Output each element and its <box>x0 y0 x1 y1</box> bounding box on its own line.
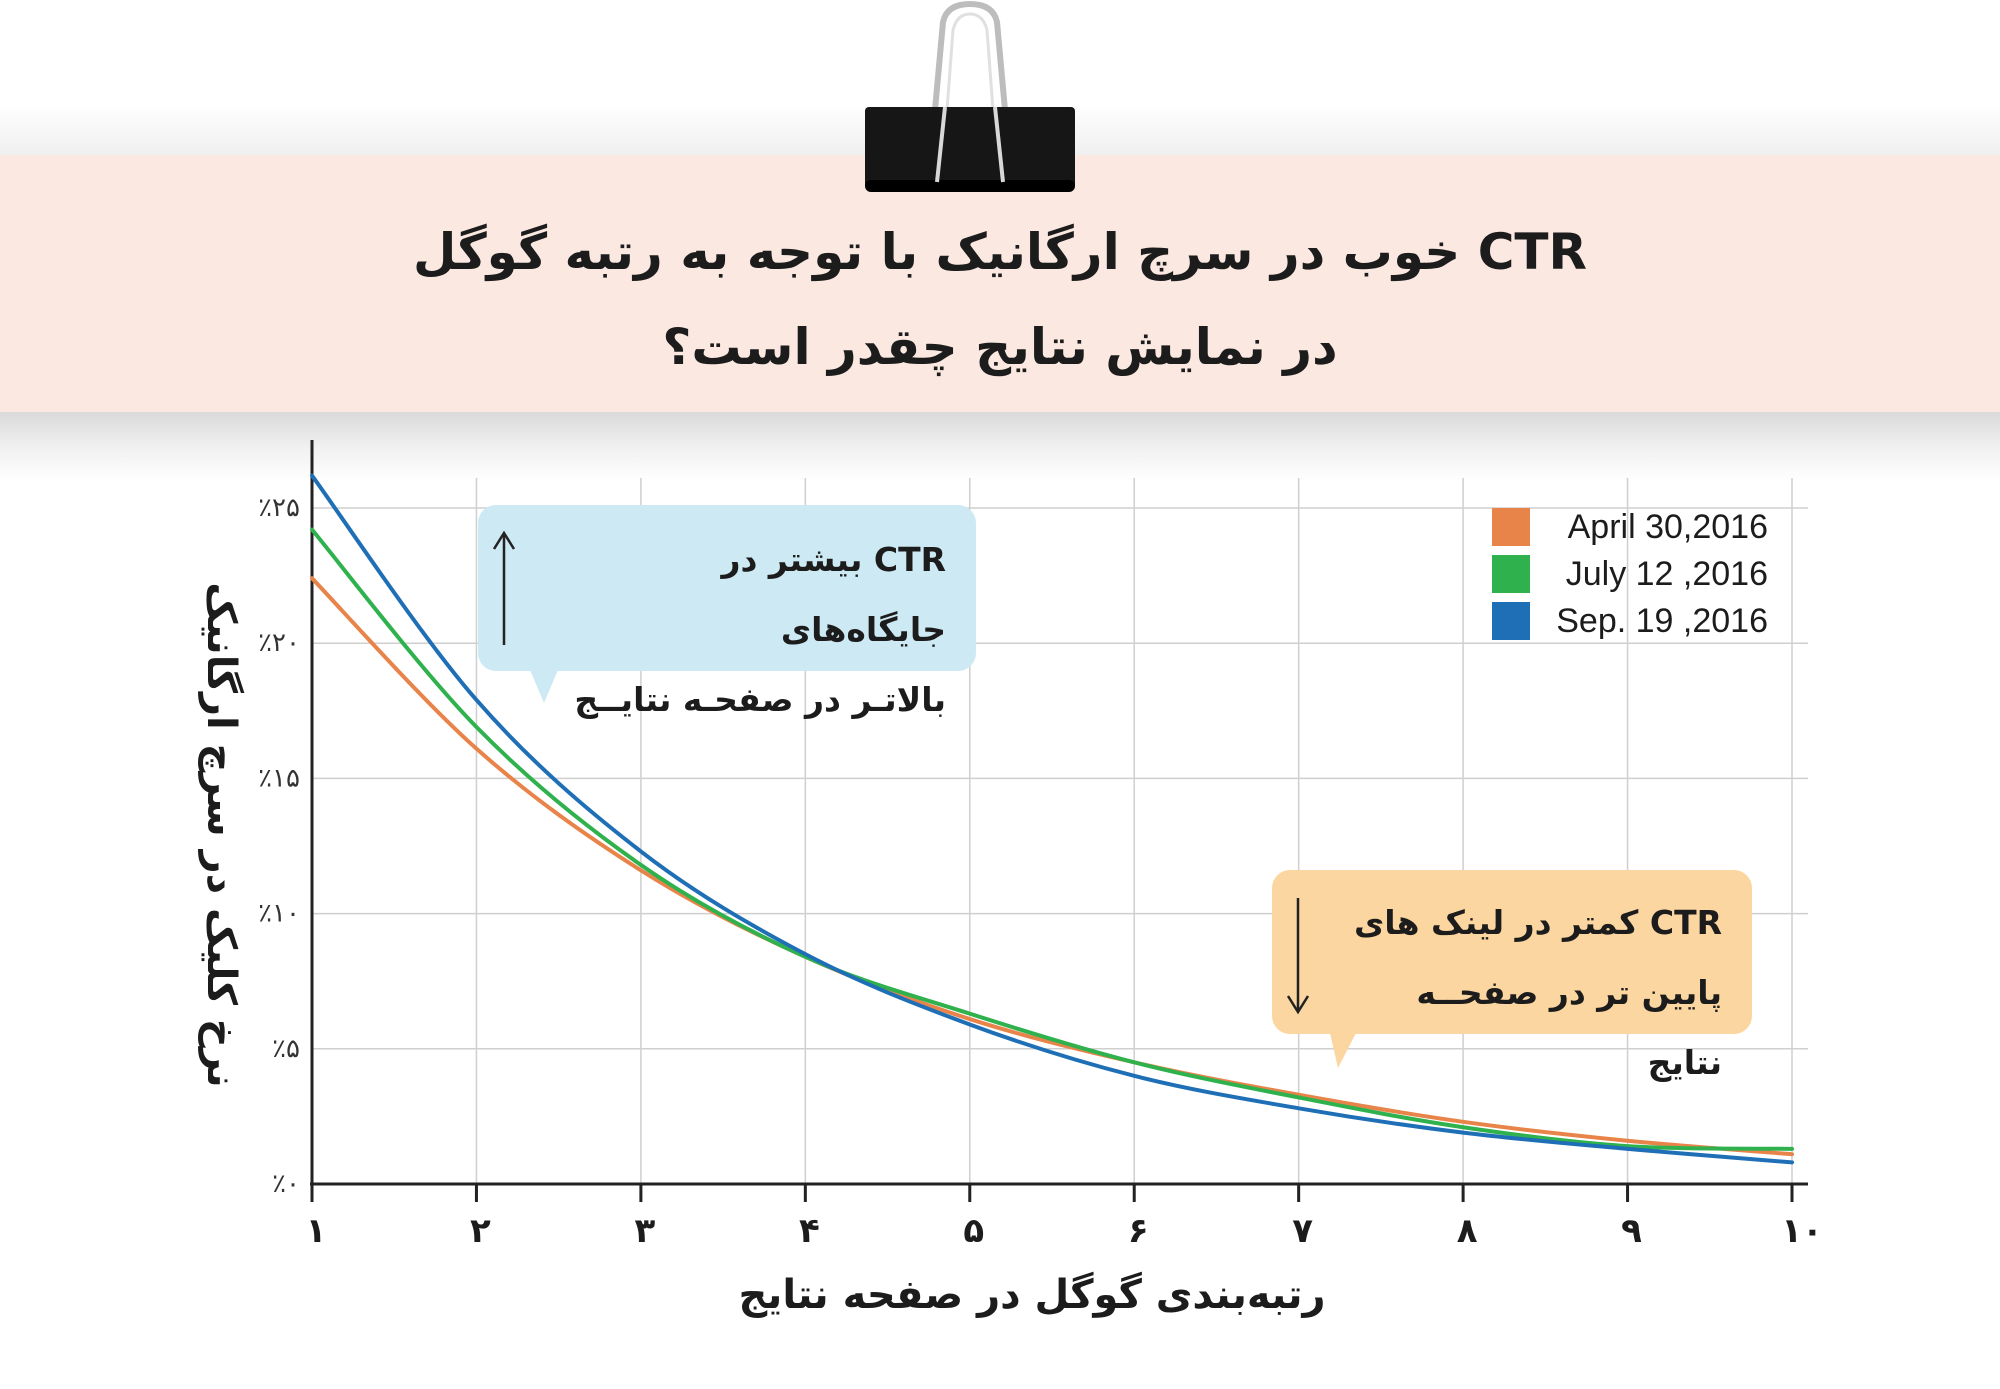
x-tick-label: ۷ <box>1292 1211 1313 1251</box>
legend-swatch <box>1492 555 1530 593</box>
series-line <box>310 473 1794 1165</box>
title-line-1: CTR خوب در سرچ ارگانیک با توجه به رتبه گ… <box>412 223 1588 281</box>
x-axis-title: رتبه‌بندی گوگل در صفحه نتایج <box>738 1271 1325 1318</box>
x-tick-label: ۲ <box>470 1211 491 1251</box>
legend: April 30,2016 July 12 ,2016 Sep. 19 ,2016 <box>1492 508 1768 640</box>
callout-higher-ctr: CTR بیشتر در جایگاه‌های بالاتـر در صفحـه… <box>478 505 976 719</box>
x-tick-label: ۸ <box>1457 1211 1478 1251</box>
x-tick-label: ۳ <box>635 1211 656 1251</box>
legend-swatch <box>1492 602 1530 640</box>
page-title: CTR خوب در سرچ ارگانیک با توجه به رتبه گ… <box>0 205 2000 395</box>
y-tick-label: ٪۲۰ <box>258 628 300 658</box>
callout-lower-ctr-line-2: پایین تر در صفحــه نتایج <box>1416 973 1722 1082</box>
y-tick-label: ٪۰ <box>272 1169 300 1199</box>
binder-clip-icon <box>865 0 1075 192</box>
callout-lower-ctr-decor <box>1286 898 1356 1068</box>
legend-swatch <box>1492 508 1530 546</box>
callout-higher-ctr-pointer <box>530 670 558 703</box>
callout-higher-ctr-decor <box>492 530 558 703</box>
x-tick-label: ۹ <box>1621 1211 1642 1251</box>
y-tick-label: ٪۲۵ <box>258 493 300 523</box>
series-line <box>310 576 1794 1157</box>
series-line <box>310 527 1794 1151</box>
legend-label: April 30,2016 <box>1568 508 1768 546</box>
y-axis-title: نرخ کلیک در سرچ ارگانیک <box>198 582 245 1087</box>
callout-lower-ctr-line-1: CTR کمتر در لینک های <box>1354 903 1722 942</box>
y-tick-label: ٪۵ <box>272 1034 300 1064</box>
x-tick-label: ۱ <box>306 1211 327 1251</box>
title-line-2: در نمایش نتایج چقدر است؟ <box>662 318 1338 376</box>
x-tick-label: ۱۰ <box>1781 1211 1823 1251</box>
callout-lower-ctr: CTR کمتر در لینک های پایین تر در صفحــه … <box>1272 870 1752 1082</box>
x-tick-label: ۵ <box>963 1211 984 1251</box>
grid <box>312 478 1808 1184</box>
y-tick-label: ٪۱۵ <box>258 763 300 793</box>
x-tick-label: ۶ <box>1128 1211 1149 1251</box>
callout-higher-ctr-line-2: بالاتـر در صفحـه نتایــج <box>574 680 946 719</box>
x-tick-label: ۴ <box>799 1211 820 1251</box>
legend-label: July 12 ,2016 <box>1566 555 1768 593</box>
title-banner <box>0 155 2000 412</box>
callout-higher-ctr-line-1: CTR بیشتر در جایگاه‌های <box>721 540 947 649</box>
callout-lower-ctr-pointer <box>1330 1033 1356 1068</box>
y-tick-label: ٪۱۰ <box>258 899 300 929</box>
legend-label: Sep. 19 ,2016 <box>1556 602 1768 640</box>
banner-shadow <box>0 412 2000 482</box>
